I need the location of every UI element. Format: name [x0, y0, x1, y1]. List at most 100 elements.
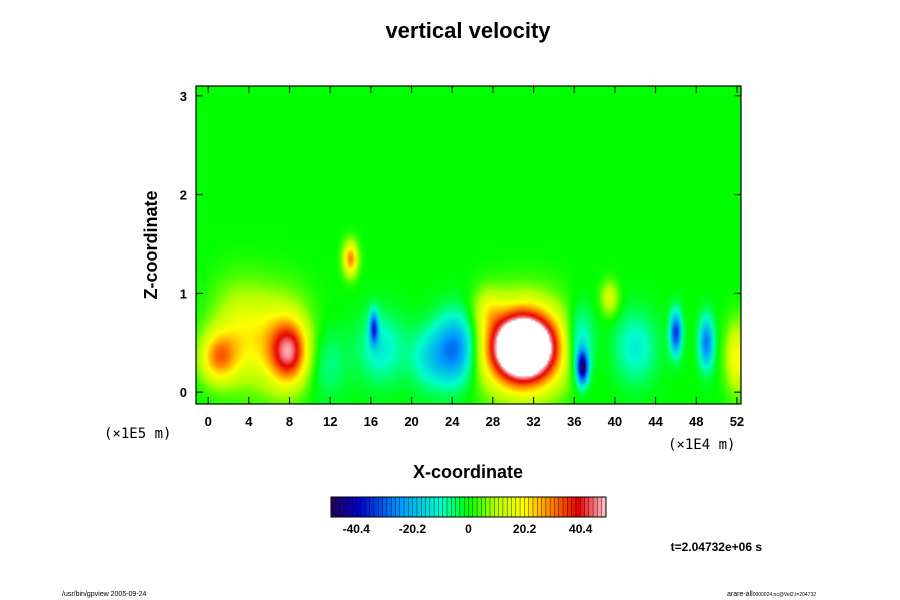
colorbar-segment — [442, 497, 448, 517]
colorbar-segment — [391, 497, 396, 517]
colorbar-tick-label: 20.2 — [513, 522, 537, 536]
colorbar-segment — [468, 497, 474, 517]
y-axis-label: Z-coordinate — [141, 190, 161, 299]
colorbar-segment — [451, 497, 457, 517]
colorbar-segment — [447, 497, 452, 517]
colorbar-segment — [464, 497, 469, 517]
colorbar-segment — [434, 497, 439, 517]
x-tick-label: 0 — [205, 414, 212, 429]
colorbar-segment — [477, 497, 482, 517]
colorbar-segment — [331, 497, 336, 517]
colorbar-segment — [528, 497, 534, 517]
x-tick-label: 8 — [286, 414, 293, 429]
colorbar-segment — [382, 497, 388, 517]
x-tick-label: 20 — [404, 414, 418, 429]
colorbar-segment — [425, 497, 431, 517]
colorbar-segment — [520, 497, 525, 517]
footer-right-main: arare-all — [727, 591, 753, 598]
x-tick-label: 52 — [730, 414, 744, 429]
colorbar-segment — [395, 497, 401, 517]
colorbar-segment — [386, 497, 392, 517]
colorbar-segment — [365, 497, 371, 517]
y-tick-label: 1 — [180, 286, 187, 301]
colorbar-segment — [554, 497, 560, 517]
colorbar-segment — [511, 497, 517, 517]
colorbar-segment — [571, 497, 577, 517]
time-label: t=2.04732e+06 s — [671, 540, 763, 554]
colorbar-segment — [373, 497, 379, 517]
colorbar-segment — [502, 497, 508, 517]
colorbar-segment — [348, 497, 353, 517]
colorbar-tick-label: -20.2 — [399, 522, 427, 536]
colorbar-segment — [580, 497, 585, 517]
x-tick-label: 48 — [689, 414, 703, 429]
colorbar-segment — [494, 497, 499, 517]
colorbar-segment — [438, 497, 444, 517]
x-tick-label: 36 — [567, 414, 581, 429]
y-scale-note: (×1E5 m) — [104, 426, 171, 442]
heatmap-field — [196, 86, 741, 404]
footer-right: arare-all0000024.nc@Vel2,t=204732 — [727, 591, 816, 598]
x-axis-label: X-coordinate — [413, 462, 523, 482]
colorbar-segment — [369, 497, 375, 517]
x-tick-label: 44 — [648, 414, 663, 429]
colorbar-tick-label: 40.4 — [569, 522, 593, 536]
colorbar-tick-label: 0 — [465, 522, 472, 536]
colorbar-segment — [567, 497, 573, 517]
colorbar-segment — [481, 497, 487, 517]
x-tick-label: 32 — [526, 414, 540, 429]
colorbar-segment — [378, 497, 383, 517]
colorbar-segment — [601, 497, 607, 517]
colorbar-segment — [335, 497, 340, 517]
colorbar-segment — [472, 497, 478, 517]
colorbar-segment — [361, 497, 366, 517]
colorbar-segment — [588, 497, 594, 517]
colorbar-segment — [399, 497, 405, 517]
colorbar-segment — [429, 497, 435, 517]
colorbar — [330, 496, 607, 518]
y-tick-label: 2 — [180, 188, 187, 203]
heatmap-image — [196, 86, 741, 404]
x-scale-note: (×1E4 m) — [668, 437, 735, 453]
colorbar-segment — [485, 497, 491, 517]
colorbar-segment — [515, 497, 521, 517]
footer-right-small: 0000024.nc@Vel2,t=204732 — [753, 592, 817, 598]
colorbar-segment — [550, 497, 555, 517]
colorbar-segment — [575, 497, 581, 517]
colorbar-segment — [416, 497, 422, 517]
colorbar-segment — [558, 497, 564, 517]
y-axis: 0 1 2 3 — [180, 89, 741, 400]
colorbar-segment — [507, 497, 512, 517]
colorbar-segment — [563, 497, 568, 517]
colorbar-ticks: -40.4 -20.2 0 20.2 40.4 — [343, 522, 593, 536]
colorbar-segment — [408, 497, 414, 517]
colorbar-segment — [459, 497, 465, 517]
x-tick-label: 24 — [445, 414, 460, 429]
colorbar-segment — [455, 497, 461, 517]
x-tick-label: 40 — [608, 414, 622, 429]
colorbar-segment — [356, 497, 362, 517]
colorbar-segment — [597, 497, 603, 517]
colorbar-segment — [545, 497, 551, 517]
colorbar-segment — [489, 497, 495, 517]
colorbar-frame — [330, 496, 607, 518]
footer-left: /usr/bin/gpview 2005-09-24 — [62, 591, 147, 598]
colorbar-segment — [412, 497, 418, 517]
colorbar-segment — [584, 497, 590, 517]
x-tick-label: 4 — [245, 414, 253, 429]
colorbar-segment — [343, 497, 349, 517]
colorbar-segment — [593, 497, 598, 517]
y-tick-label: 3 — [180, 89, 187, 104]
colorbar-tick-label: -40.4 — [343, 522, 371, 536]
x-axis: 0 4 8 12 16 20 24 28 32 36 40 44 48 52 — [205, 86, 744, 429]
y-tick-label: 0 — [180, 385, 187, 400]
colorbar-segment — [339, 497, 345, 517]
colorbar-segment — [352, 497, 358, 517]
chart-title: vertical velocity — [385, 18, 551, 43]
colorbar-segment — [498, 497, 504, 517]
x-tick-label: 16 — [364, 414, 378, 429]
colorbar-segment — [421, 497, 426, 517]
colorbar-segment — [524, 497, 530, 517]
colorbar-segment — [541, 497, 547, 517]
